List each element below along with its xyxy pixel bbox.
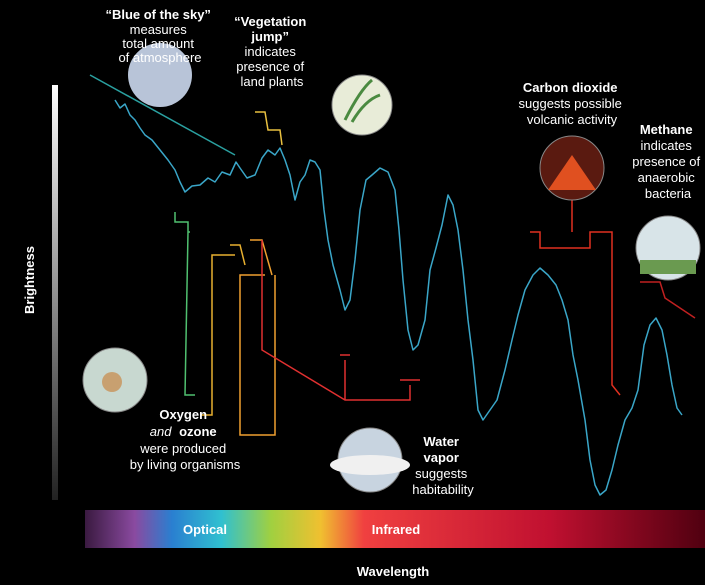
body: were produced [139, 441, 226, 456]
co2-text: Carbon dioxide suggests possible volcani… [519, 80, 626, 127]
body: indicates [245, 44, 297, 59]
title: Water [423, 434, 459, 449]
body: by living organisms [130, 457, 241, 472]
spectrum-bar [85, 510, 705, 548]
sky-line [89, 74, 236, 156]
vegetation-text: “Vegetation jump” indicates presence of … [234, 14, 310, 89]
title: “Blue of the sky” [105, 7, 210, 22]
title: “Vegetation [234, 14, 306, 29]
body: anaerobic [638, 170, 696, 185]
body: of atmosphere [118, 50, 201, 65]
body: indicates [641, 138, 693, 153]
title: Methane [640, 122, 693, 137]
oxygen-text: Oxygen and ozone were produced by living… [130, 407, 241, 472]
oxygen-line-2 [200, 244, 246, 416]
title: ozone [179, 424, 217, 439]
plant-leaves [343, 78, 381, 123]
body: habitability [412, 482, 474, 497]
title: Oxygen [159, 407, 207, 422]
co2-line [530, 200, 621, 396]
icons [82, 43, 701, 493]
body: suggests possible [519, 96, 622, 111]
body: volcanic activity [527, 112, 618, 127]
body: presence of [236, 59, 304, 74]
body: suggests [415, 466, 468, 481]
brightness-bar [52, 85, 58, 500]
body: presence of [632, 154, 700, 169]
vegetation-line [255, 111, 283, 146]
y-label: Brightness [22, 246, 37, 314]
plant-icon [331, 74, 393, 136]
water-line [261, 240, 420, 401]
brackets [89, 74, 696, 436]
x-label: Wavelength [357, 564, 430, 579]
emphasis: and [150, 424, 172, 439]
methane-text: Methane indicates presence of anaerobic … [632, 122, 704, 201]
oxygen-line-1 [174, 212, 195, 396]
body: bacteria [645, 186, 692, 201]
cloud [330, 455, 410, 475]
title: vapor [423, 450, 458, 465]
band-label: Infrared [372, 522, 420, 537]
body: measures [130, 22, 188, 37]
volcano-shape [548, 155, 596, 190]
methane-grass [640, 260, 696, 274]
band-label: Optical [183, 522, 227, 537]
sky-text: “Blue of the sky” measures total amount … [105, 7, 214, 65]
water-text: Water vapor suggests habitability [412, 434, 474, 497]
body: total amount [122, 36, 194, 51]
title: jump” [250, 29, 289, 44]
sky-icon [128, 43, 192, 107]
title: Carbon dioxide [523, 80, 618, 95]
methane-line [640, 281, 696, 319]
body: land plants [241, 74, 304, 89]
spectrum-curve [114, 99, 683, 496]
organism [102, 372, 122, 392]
